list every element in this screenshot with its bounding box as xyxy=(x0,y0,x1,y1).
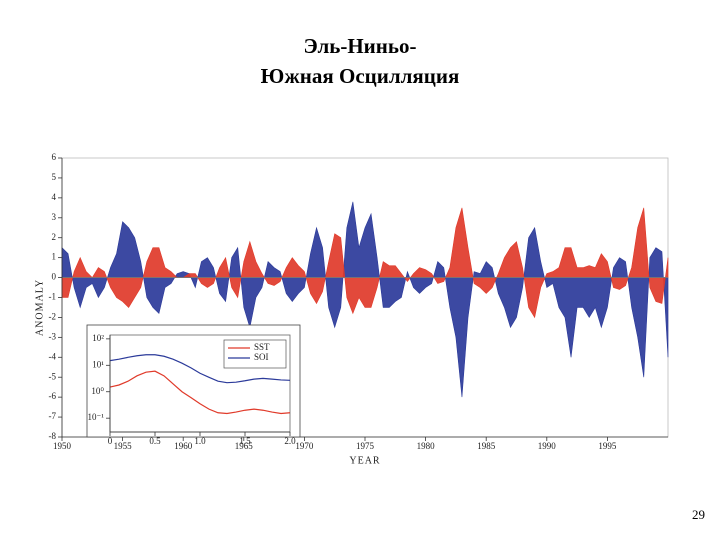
y-tick-label: 3 xyxy=(52,212,57,222)
spectrum-line xyxy=(109,370,291,415)
y-tick-label: 10² xyxy=(92,333,104,343)
page-number: 29 xyxy=(692,507,705,522)
x-tick-label: 1950 xyxy=(53,441,72,451)
y-tick-label: 6 xyxy=(52,152,57,162)
anomaly-area xyxy=(61,207,669,319)
x-tick-label: 1990 xyxy=(538,441,557,451)
x-tick-label: 1960 xyxy=(174,441,193,451)
x-tick-label: 1980 xyxy=(417,441,436,451)
x-tick-label: 1965 xyxy=(235,441,254,451)
y-tick-label: 0 xyxy=(52,272,57,282)
x-axis-title: YEAR xyxy=(349,455,380,466)
legend-box xyxy=(223,339,287,369)
x-tick-label: 1985 xyxy=(477,441,496,451)
y-tick-label: 10⁻¹ xyxy=(88,412,105,422)
y-tick-label: 10¹ xyxy=(92,359,104,369)
slide-title-line: Южная Осцилляция xyxy=(261,64,460,88)
y-tick-label: 10⁰ xyxy=(91,386,104,396)
y-tick-label: 4 xyxy=(52,192,57,202)
spectrum-line xyxy=(109,354,291,384)
y-tick-label: -1 xyxy=(49,292,57,302)
x-tick-label: 0 xyxy=(108,436,113,446)
x-tick-label: 1995 xyxy=(598,441,617,451)
y-tick-label: -7 xyxy=(49,411,57,421)
x-tick-label: 1.0 xyxy=(194,436,206,446)
y-tick-label: -6 xyxy=(49,391,57,401)
legend-label: SST xyxy=(254,342,270,352)
y-axis-title: ANOMALY xyxy=(34,279,45,336)
y-tick-label: -5 xyxy=(49,371,57,381)
x-tick-label: 2.0 xyxy=(284,436,296,446)
y-tick-label: 2 xyxy=(52,232,57,242)
y-tick-label: 1 xyxy=(52,252,57,262)
x-tick-label: 0.5 xyxy=(149,436,161,446)
anomaly-area xyxy=(61,201,669,398)
y-tick-label: -8 xyxy=(49,431,57,441)
x-tick-label: 1.5 xyxy=(239,436,251,446)
x-tick-label: 1955 xyxy=(114,441,133,451)
x-tick-label: 1970 xyxy=(295,441,314,451)
slide-title-line: Эль-Ниньо- xyxy=(304,34,417,58)
y-tick-label: -4 xyxy=(49,351,57,361)
y-tick-label: -2 xyxy=(49,311,57,321)
x-tick-label: 1975 xyxy=(356,441,375,451)
y-tick-label: -3 xyxy=(49,331,57,341)
y-tick-label: 5 xyxy=(52,172,57,182)
legend-label: SOI xyxy=(254,352,269,362)
